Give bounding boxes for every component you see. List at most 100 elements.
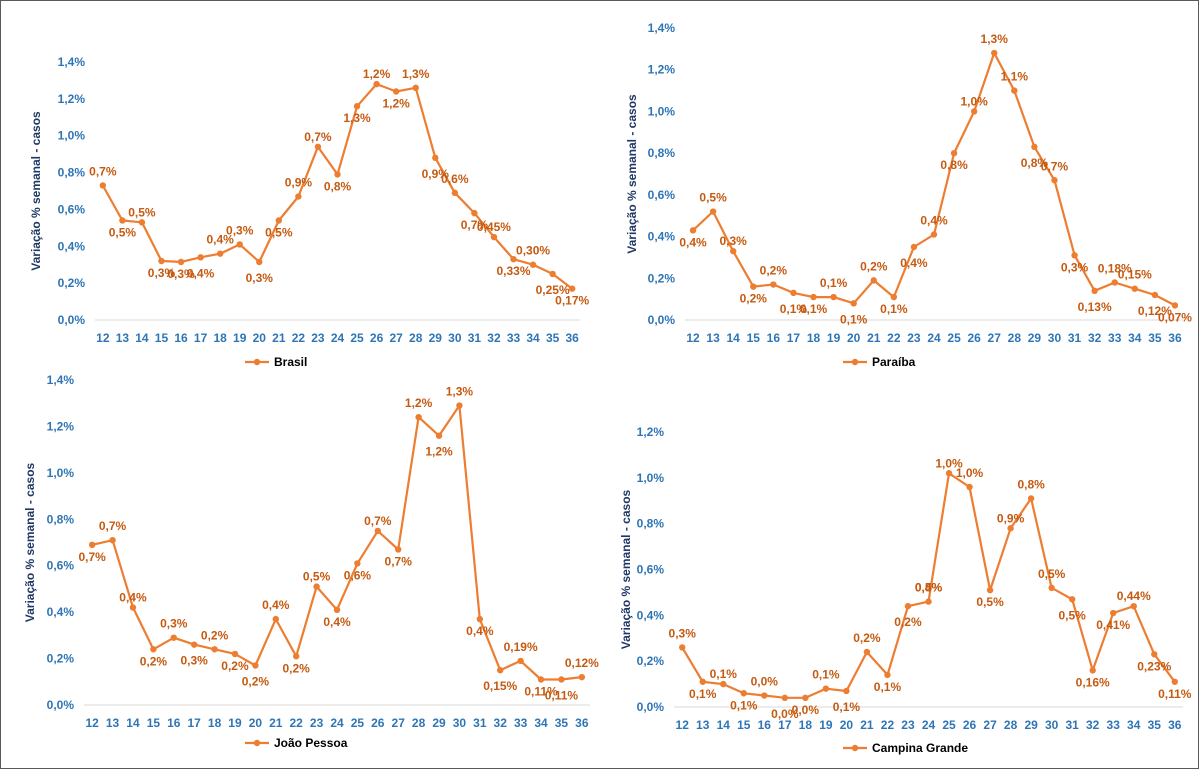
data-label: 0,8% — [324, 179, 352, 193]
data-point — [88, 541, 96, 549]
x-tick-label: 35 — [1148, 718, 1162, 732]
data-point — [451, 189, 459, 197]
data-label: 1,3% — [446, 385, 474, 399]
data-point — [150, 646, 157, 653]
data-point — [129, 604, 137, 611]
data-label: 1,0% — [956, 466, 984, 480]
x-tick-label: 27 — [389, 331, 403, 345]
data-label: 0,2% — [740, 292, 768, 306]
x-tick-label: 29 — [1028, 331, 1042, 345]
data-point — [1130, 602, 1137, 610]
data-label: 0,33% — [496, 264, 530, 278]
data-point — [435, 432, 443, 439]
x-tick-label: 31 — [1065, 718, 1079, 732]
data-point — [109, 536, 116, 544]
x-tick-label: 15 — [155, 331, 169, 345]
data-point — [950, 149, 958, 157]
data-label: 0,2% — [860, 259, 888, 273]
chart-panel-3: 0,0% 0,2% 0,4% 0,6% 0,8% 1,0% 1,2% 1,4% 12 13 14 15… — [23, 373, 599, 750]
x-tick-label: 14 — [126, 716, 140, 730]
data-point — [729, 247, 737, 255]
data-label: 0,1% — [689, 687, 717, 701]
x-tick-label: 23 — [901, 718, 915, 732]
data-point — [870, 277, 877, 284]
x-tick-label: 17 — [194, 331, 208, 345]
x-tick-label: 25 — [350, 331, 364, 345]
y-tick-label: 0,6% — [58, 202, 86, 216]
data-point — [843, 687, 850, 695]
data-point — [252, 662, 259, 669]
x-tick-label: 19 — [228, 716, 242, 730]
x-tick-label: 30 — [1045, 718, 1059, 732]
data-label: 0,7% — [99, 519, 127, 533]
x-tick-label: 23 — [311, 331, 325, 345]
data-point — [490, 233, 498, 241]
data-label: 1,2% — [363, 67, 391, 81]
data-label: 0,9% — [285, 176, 313, 190]
series-line — [91, 404, 582, 681]
data-point — [537, 676, 545, 683]
data-point — [517, 657, 524, 665]
x-tick-label: 22 — [881, 718, 895, 732]
data-label: 0,2% — [242, 675, 270, 689]
data-label: 0,2% — [853, 631, 881, 645]
x-tick-label: 20 — [840, 718, 854, 732]
data-label: 0,44% — [1117, 589, 1151, 603]
legend-marker — [851, 358, 859, 366]
x-tick-label: 26 — [963, 718, 977, 732]
data-point — [679, 644, 686, 651]
x-tick-label: 31 — [473, 716, 487, 730]
data-point — [1071, 252, 1078, 259]
data-point — [1051, 177, 1058, 184]
x-tick-label: 34 — [534, 716, 548, 730]
data-point — [456, 402, 463, 409]
x-tick-label: 18 — [807, 331, 821, 345]
data-point — [890, 293, 898, 301]
data-label: 0,5% — [303, 570, 331, 584]
data-point — [720, 680, 727, 688]
data-label: 0,4% — [323, 615, 351, 629]
data-point — [1131, 285, 1139, 292]
y-axis-title: Variação % semanal - casos — [625, 94, 639, 254]
data-point — [272, 615, 279, 623]
data-label: 0,4% — [119, 591, 147, 605]
data-label: 0,7% — [461, 218, 489, 232]
data-point — [415, 413, 422, 421]
data-label: 0,5% — [699, 191, 727, 205]
data-point — [313, 583, 320, 590]
x-tick-label: 31 — [468, 331, 482, 345]
data-label: 0,7% — [364, 514, 392, 528]
data-point — [1110, 609, 1117, 617]
data-point — [1091, 287, 1098, 294]
x-tick-label: 20 — [253, 331, 267, 345]
data-point — [510, 255, 517, 263]
data-point — [790, 289, 797, 297]
data-point — [910, 243, 918, 251]
x-tick-label: 34 — [526, 331, 540, 345]
data-point — [392, 88, 400, 95]
data-label: 0,11% — [524, 684, 558, 698]
data-point — [236, 241, 243, 248]
data-point — [197, 254, 204, 261]
y-tick-label: 0,8% — [637, 517, 665, 531]
data-point — [334, 171, 341, 178]
x-tick-label: 32 — [1086, 718, 1100, 732]
data-point — [395, 546, 402, 553]
data-label: 0,30% — [516, 244, 550, 258]
x-tick-label: 21 — [272, 331, 286, 345]
data-label: 1,3% — [402, 67, 430, 81]
data-label: 0,5% — [976, 595, 1004, 609]
data-point — [925, 598, 932, 605]
data-label: 0,7% — [78, 550, 106, 564]
x-tick-label: 16 — [767, 331, 781, 345]
x-tick-label: 34 — [1127, 718, 1141, 732]
y-tick-label: 1,2% — [47, 419, 75, 433]
x-tick-label: 21 — [269, 716, 283, 730]
x-tick-label: 17 — [787, 331, 801, 345]
x-tick-label: 12 — [85, 716, 99, 730]
x-tick-label: 36 — [575, 716, 589, 730]
y-tick-label: 0,2% — [58, 276, 86, 290]
x-tick-label: 15 — [147, 716, 161, 730]
data-label: 0,4% — [920, 213, 948, 227]
data-label: 0,16% — [1076, 675, 1110, 689]
